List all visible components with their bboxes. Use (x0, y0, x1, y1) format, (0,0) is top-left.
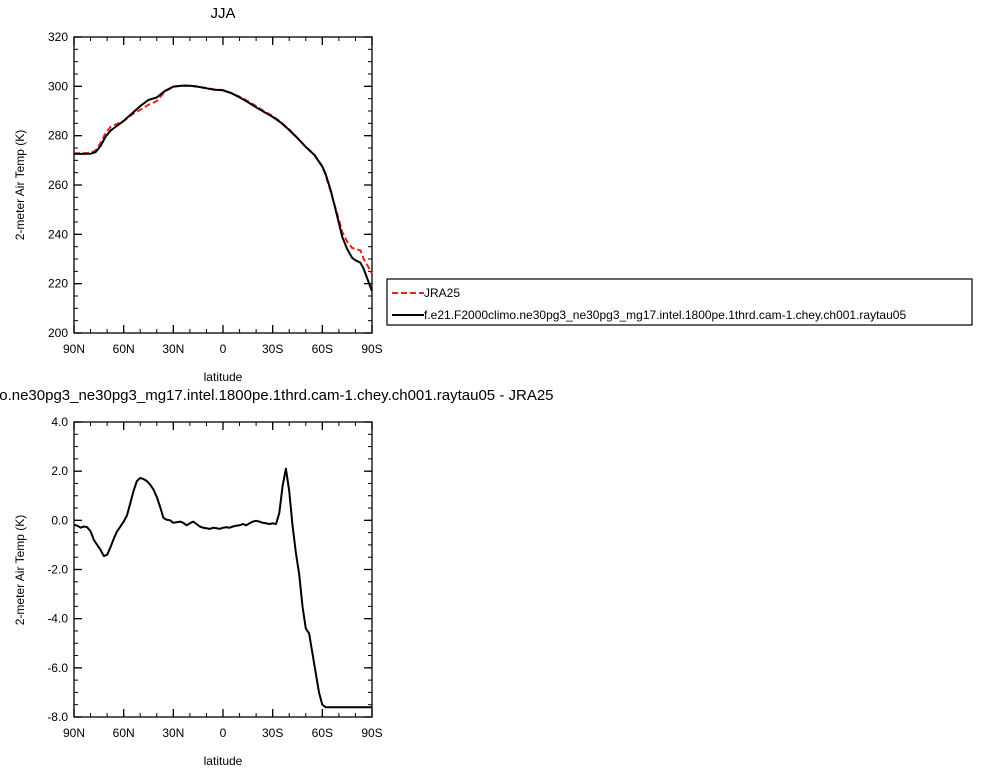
bottom-x-tick-label: 60S (312, 726, 333, 740)
bottom-x-tick-label: 60N (113, 726, 135, 740)
top-y-tick-label: 200 (48, 326, 68, 340)
top-x-axis-label: latitude (204, 370, 243, 384)
bottom-x-tick-label: 90S (361, 726, 382, 740)
top-plot-area: 90N 60N 30N 0 30S 60S 90S 200 220 240 260 280 300 320 (48, 30, 383, 356)
bottom-y-axis-label: 2-meter Air Temp (K) (13, 515, 27, 625)
bottom-plot-area: 90N 60N 30N 0 30S 60S 90S -8.0 -6.0 -4.0 -2.0 0.0 2.… (47, 415, 382, 740)
legend: JRA25 f.e21.F2000climo.ne30pg3_ne30pg3_m… (386, 278, 973, 326)
bottom-chart-title: f.e21.F2000climo.ne30pg3_ne30pg3_mg17.in… (0, 387, 554, 404)
bottom-x-tick-label: 0 (220, 726, 227, 740)
top-series-line-model (74, 84, 373, 292)
top-x-tick-label: 30S (262, 342, 283, 356)
top-y-tick-label: 260 (48, 178, 68, 192)
bottom-y-tick-label: -8.0 (47, 710, 68, 724)
top-chart-title: JJA (210, 5, 235, 22)
top-y-tick-label: 280 (48, 129, 68, 143)
top-x-tick-label: 90S (361, 342, 382, 356)
top-y-tick-label: 300 (48, 79, 68, 93)
top-y-tick-label: 220 (48, 277, 68, 291)
top-x-tick-label: 60N (113, 342, 135, 356)
bottom-y-tick-label: 4.0 (51, 415, 68, 429)
top-x-tick-label: 90N (63, 342, 85, 356)
top-x-tick-label: 0 (220, 342, 227, 356)
bottom-series-line-difference (73, 467, 372, 709)
bottom-y-tick-label: 0.0 (51, 513, 68, 527)
top-x-tick-label: 60S (312, 342, 333, 356)
bottom-x-axis-label: latitude (204, 754, 243, 768)
bottom-plot-frame (73, 421, 373, 718)
top-x-tick-label: 30N (162, 342, 184, 356)
bottom-y-tick-label: -2.0 (47, 563, 68, 577)
bottom-x-tick-label: 30N (162, 726, 184, 740)
bottom-y-tick-label: 2.0 (51, 464, 68, 478)
legend-label-model: f.e21.F2000climo.ne30pg3_ne30pg3_mg17.in… (424, 308, 906, 322)
bottom-x-tick-label: 90N (63, 726, 85, 740)
legend-box (386, 278, 973, 326)
bottom-y-tick-label: -6.0 (47, 661, 68, 675)
top-plot-frame (73, 36, 373, 334)
bottom-y-tick-label: -4.0 (47, 612, 68, 626)
top-y-tick-label: 240 (48, 227, 68, 241)
top-y-axis-label: 2-meter Air Temp (K) (13, 130, 27, 240)
bottom-x-tick-label: 30S (262, 726, 283, 740)
legend-label-jra25: JRA25 (424, 286, 460, 300)
top-y-tick-label: 320 (48, 30, 68, 44)
